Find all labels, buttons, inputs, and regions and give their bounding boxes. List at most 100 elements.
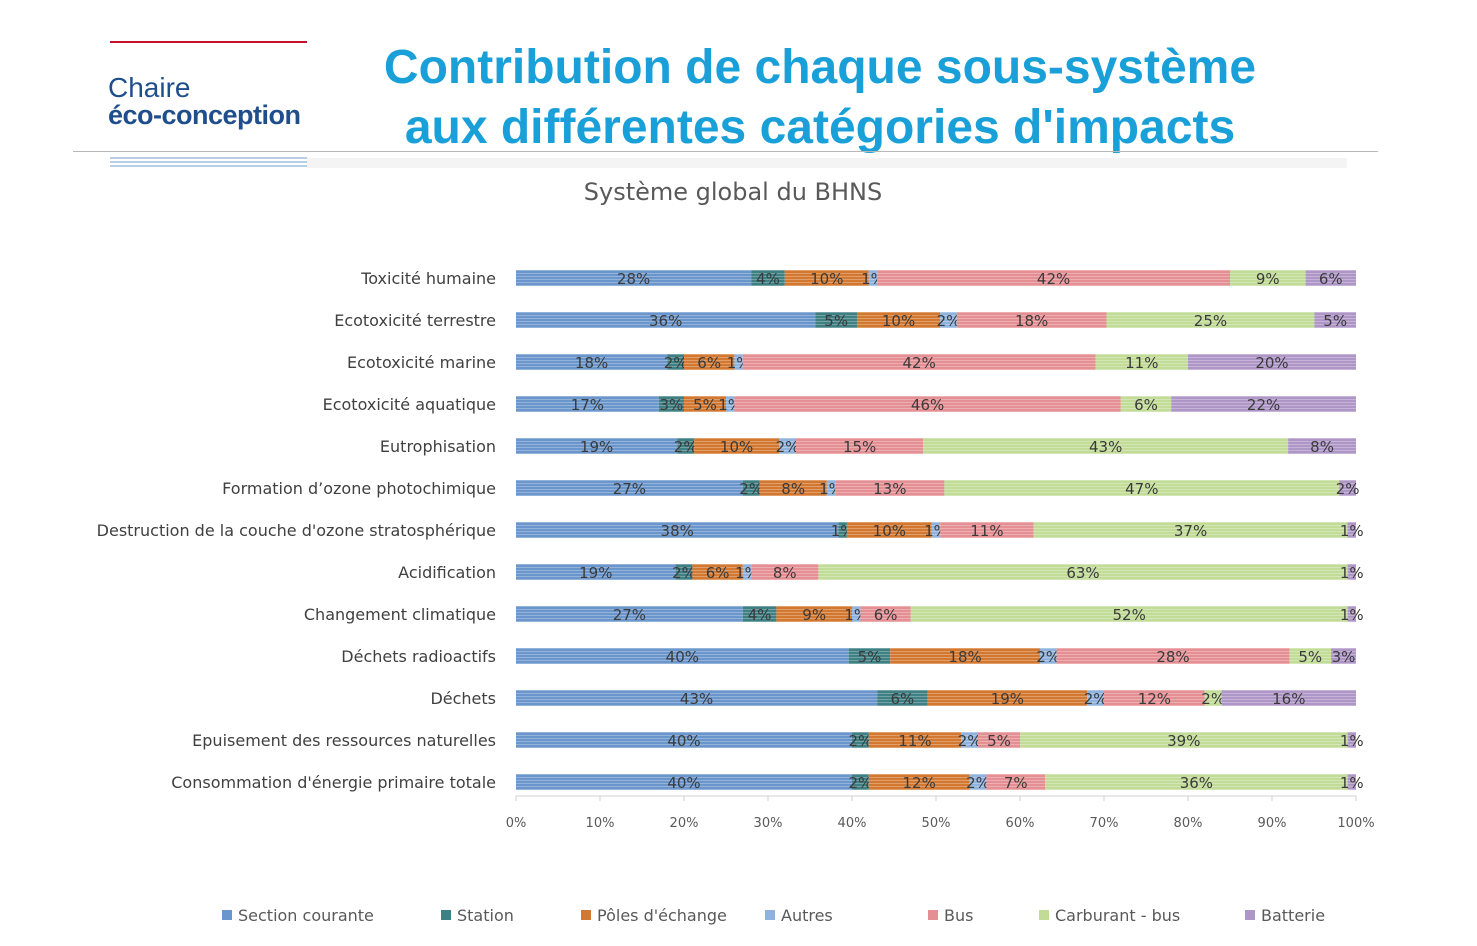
bar-segment-texture [1020, 732, 1348, 748]
bar-segment-texture [944, 480, 1340, 496]
bar-segment-texture [796, 438, 924, 454]
bar-segment-texture [675, 564, 693, 580]
data-label: 11% [970, 522, 1003, 540]
data-label: 16% [1272, 690, 1305, 708]
bar-segment-texture [677, 438, 695, 454]
bar-segment-texture [779, 438, 796, 454]
bar-segment-texture [742, 606, 777, 622]
logo-eco-conception: éco-conception [108, 100, 301, 130]
bar-segment-texture [1204, 690, 1222, 706]
data-label: 20% [1255, 354, 1288, 372]
data-label: 43% [680, 690, 713, 708]
legend-swatch [1039, 910, 1049, 920]
bar-segment-texture [516, 522, 839, 538]
legend-swatch [581, 910, 591, 920]
legend-label: Autres [781, 906, 833, 925]
bar-segment-texture [742, 354, 1096, 370]
data-label: 40% [667, 732, 700, 750]
bar-segment-texture [940, 312, 957, 328]
bar-segment-texture [868, 774, 970, 790]
bar-segment-texture [1230, 270, 1306, 286]
data-label: 63% [1066, 564, 1099, 582]
data-label: 38% [661, 522, 694, 540]
data-label: 1% [1340, 606, 1364, 624]
page-title-line1: Contribution de chaque sous-système [383, 41, 1257, 94]
data-label: 27% [613, 606, 646, 624]
category-label: Changement climatique [304, 605, 496, 624]
data-label: 2% [849, 774, 873, 792]
bar-segment-texture [751, 564, 819, 580]
bar-segment-texture [742, 480, 760, 496]
bar-segment-texture [667, 354, 684, 370]
bar-segment-texture [927, 690, 1088, 706]
bar-segment-texture [838, 522, 847, 538]
bar-segment-texture [890, 648, 1040, 664]
legend-label: Pôles d'échange [597, 906, 727, 925]
data-label: 18% [1015, 312, 1048, 330]
page-title: Contribution de chaque sous-système aux … [320, 38, 1320, 158]
category-label: Ecotoxicité aquatique [323, 395, 496, 414]
bar-segment-texture [1056, 648, 1290, 664]
data-label: 6% [874, 606, 898, 624]
bar-segment-texture [784, 270, 869, 286]
bar-segment-texture [1033, 522, 1348, 538]
bar-segment-texture [1171, 396, 1356, 412]
data-label: 27% [613, 480, 646, 498]
data-label: 10% [882, 312, 915, 330]
category-label: Eutrophisation [380, 437, 496, 456]
x-tick-label: 0% [506, 816, 527, 831]
bar-segment-texture [1288, 438, 1356, 454]
x-tick-label: 90% [1258, 816, 1287, 831]
data-label: 5% [693, 396, 717, 414]
data-label: 1% [1340, 774, 1364, 792]
data-label: 52% [1113, 606, 1146, 624]
data-label: 5% [1298, 648, 1322, 666]
bar-segment-texture [940, 522, 1034, 538]
data-label: 2% [849, 732, 873, 750]
bar-segment-texture [956, 312, 1107, 328]
category-label: Destruction de la couche d'ozone stratos… [97, 521, 496, 540]
bar-segment-texture [1339, 480, 1356, 496]
data-label: 2% [674, 438, 698, 456]
data-label: 39% [1167, 732, 1200, 750]
bar-segment-texture [1045, 774, 1348, 790]
category-label: Epuisement des ressources naturelles [192, 731, 496, 750]
bar-segment-texture [852, 732, 869, 748]
bar-segment-texture [856, 312, 941, 328]
data-label: 37% [1174, 522, 1207, 540]
bar-segment-texture [1314, 312, 1356, 328]
data-label: 6% [1319, 270, 1343, 288]
bar-segment-texture [751, 270, 785, 286]
bar-segment-texture [868, 270, 878, 286]
data-label: 46% [911, 396, 944, 414]
bar-segment-texture [986, 774, 1046, 790]
data-label: 47% [1125, 480, 1158, 498]
data-label: 10% [720, 438, 753, 456]
legend-label: Bus [944, 906, 973, 925]
bar-segment-texture [516, 312, 816, 328]
header-divider [73, 151, 1378, 152]
bar-segment-texture [1347, 732, 1356, 748]
bar-segment-texture [692, 564, 743, 580]
bar-segment-texture [1305, 270, 1356, 286]
bar-segment-texture [726, 396, 735, 412]
bar-segment-texture [694, 438, 780, 454]
bar-segment-texture [818, 564, 1348, 580]
bar-segment-texture [860, 606, 911, 622]
data-label: 36% [1180, 774, 1213, 792]
bar-segment-texture [923, 438, 1289, 454]
data-label: 18% [575, 354, 608, 372]
bar-segment-texture [1104, 690, 1205, 706]
data-label: 9% [802, 606, 826, 624]
bar-segment-texture [852, 606, 861, 622]
legend-swatch [928, 910, 938, 920]
data-label: 4% [748, 606, 772, 624]
bar-segment-texture [835, 480, 945, 496]
bar-segment-texture [516, 648, 849, 664]
data-label: 6% [891, 690, 915, 708]
bar-segment-texture [684, 396, 726, 412]
x-tick-label: 50% [922, 816, 951, 831]
bar-segment-texture [848, 648, 891, 664]
bar-segment-texture [1289, 648, 1332, 664]
bar-segment-texture [1347, 522, 1356, 538]
